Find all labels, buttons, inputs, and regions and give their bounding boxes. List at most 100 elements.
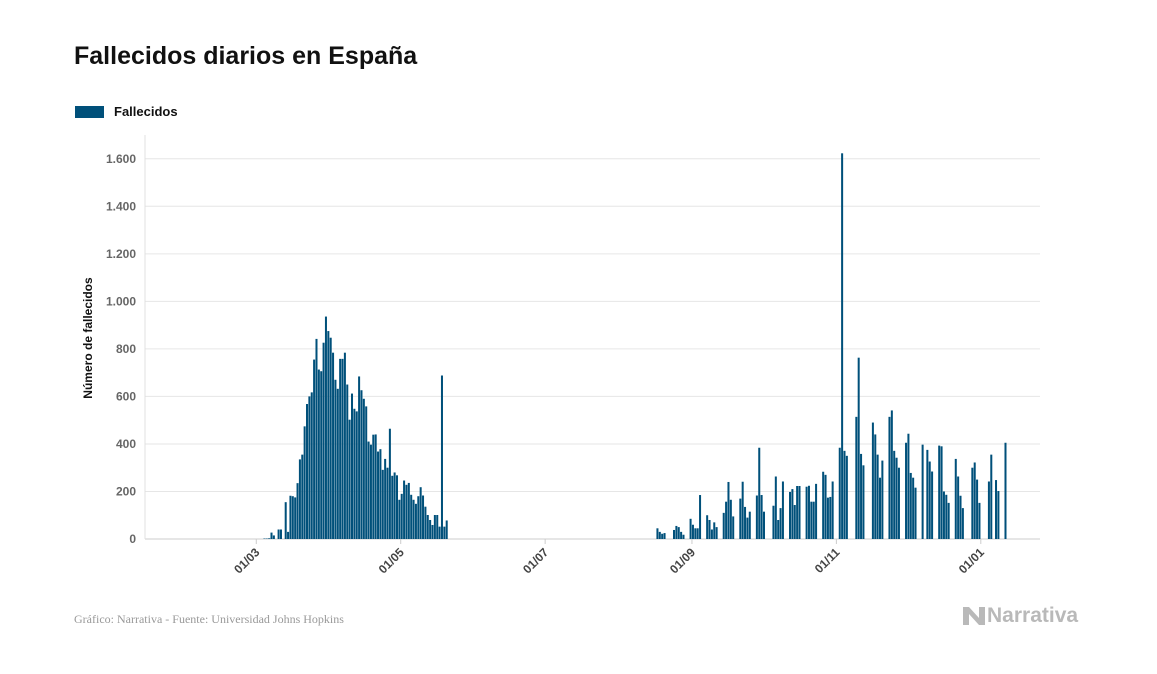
bar <box>680 531 683 539</box>
bar <box>713 522 716 539</box>
bar <box>777 519 780 539</box>
y-tick-label: 200 <box>116 484 136 498</box>
bar <box>805 486 808 539</box>
bar <box>928 461 931 539</box>
y-tick-label: 600 <box>116 389 136 403</box>
bar <box>855 416 858 539</box>
bars <box>263 153 1007 539</box>
bar <box>810 501 813 539</box>
narrativa-logo-icon <box>963 607 985 625</box>
bar <box>841 153 844 539</box>
bar <box>881 460 884 539</box>
bar <box>860 453 863 539</box>
bar <box>959 495 962 539</box>
bar <box>403 480 406 539</box>
x-tick-label: 01/01 <box>956 545 987 576</box>
bar <box>673 529 676 539</box>
y-tick-label: 1.600 <box>106 152 136 166</box>
bar <box>722 512 725 539</box>
x-tick-label: 01/05 <box>376 545 407 576</box>
bar <box>715 527 718 539</box>
bar <box>310 392 313 539</box>
bar <box>391 475 394 539</box>
y-axis-ticks: 0 200 400 600 800 1.000 1.200 1.400 1.600 <box>106 152 136 546</box>
bar <box>912 477 915 539</box>
bar <box>291 496 294 539</box>
bar <box>279 529 282 539</box>
x-tick-label: 01/11 <box>812 545 843 576</box>
bar <box>888 416 891 539</box>
bar <box>907 433 910 539</box>
bar <box>978 502 981 539</box>
bar <box>270 532 273 539</box>
bar <box>826 497 829 539</box>
bar <box>973 462 976 539</box>
bar <box>317 369 320 539</box>
bar <box>367 441 370 539</box>
bar <box>315 338 318 539</box>
y-axis-label: Número de fallecidos <box>81 277 95 399</box>
bar <box>987 481 990 539</box>
bar <box>284 502 287 539</box>
bar <box>905 442 908 539</box>
x-tick-label: 01/07 <box>520 545 551 576</box>
bar <box>793 505 796 539</box>
bar <box>947 502 950 539</box>
bar <box>374 434 377 539</box>
bar <box>287 531 290 539</box>
bar <box>322 342 325 539</box>
bar <box>277 529 280 539</box>
bar <box>289 495 292 539</box>
bar <box>921 444 924 539</box>
bar <box>893 450 896 539</box>
bar <box>675 525 678 539</box>
bar <box>324 316 327 539</box>
bar <box>440 375 443 539</box>
bar <box>369 444 372 539</box>
bar <box>431 524 434 539</box>
bar <box>661 533 664 539</box>
bar <box>755 495 758 539</box>
bar <box>663 533 666 539</box>
bar <box>862 465 865 539</box>
bar <box>398 499 401 539</box>
bar <box>940 446 943 539</box>
bar <box>443 526 446 539</box>
bar <box>301 454 304 539</box>
bar <box>334 379 337 539</box>
legend: Fallecidos <box>75 104 178 119</box>
bar <box>341 358 344 539</box>
chart-title: Fallecidos diarios en España <box>74 42 418 70</box>
bar <box>414 503 417 539</box>
bar <box>976 479 979 539</box>
bar <box>313 359 316 539</box>
bar <box>400 493 403 539</box>
bar <box>926 449 929 539</box>
bar <box>689 518 692 539</box>
bar <box>388 428 391 539</box>
bar <box>395 475 398 539</box>
bar <box>741 481 744 539</box>
bar <box>429 519 432 539</box>
bar <box>407 482 410 539</box>
bar <box>350 393 354 539</box>
bar <box>336 388 339 539</box>
bar <box>831 481 834 539</box>
logo-text: Narrativa <box>987 604 1079 627</box>
gridlines <box>144 135 1040 540</box>
x-tick-label: 01/03 <box>231 545 262 576</box>
bar <box>656 528 659 539</box>
bar <box>762 511 765 539</box>
bar <box>760 495 763 539</box>
bar <box>365 406 368 539</box>
legend-label: Fallecidos <box>114 104 178 119</box>
bar <box>1004 442 1007 539</box>
bar <box>327 331 330 539</box>
bar <box>436 514 439 539</box>
bar <box>995 480 998 539</box>
bar <box>895 457 898 539</box>
bar <box>876 454 879 539</box>
bar <box>822 471 825 539</box>
bar <box>699 495 702 539</box>
bar <box>710 529 713 539</box>
